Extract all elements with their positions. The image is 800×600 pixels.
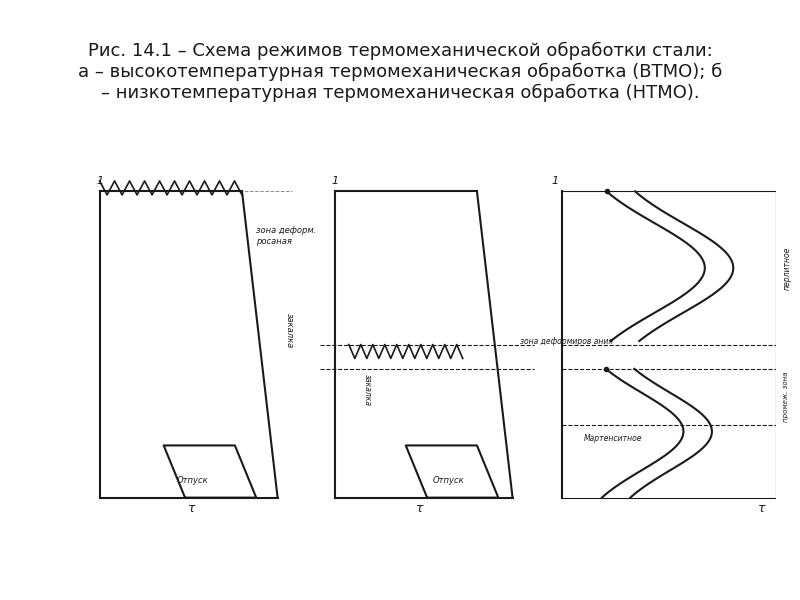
Text: Отпуск: Отпуск xyxy=(176,476,208,485)
Text: τ: τ xyxy=(416,502,424,515)
Text: перлитное: перлитное xyxy=(783,246,792,290)
Text: Мартенситное: Мартенситное xyxy=(584,434,642,443)
Text: 1: 1 xyxy=(96,176,103,187)
Text: зона деформ.
росаная: зона деформ. росаная xyxy=(256,226,317,245)
Text: τ: τ xyxy=(758,502,766,515)
Text: зона деформиров ания: зона деформиров ания xyxy=(520,337,613,346)
Text: Отпуск: Отпуск xyxy=(433,476,464,485)
Text: 1: 1 xyxy=(552,176,559,187)
Text: τ: τ xyxy=(189,502,196,515)
Text: Рис. 14.1 – Схема режимов термомеханической обработки стали:
а – высокотемперату: Рис. 14.1 – Схема режимов термомеханичес… xyxy=(78,42,722,103)
Text: закалка: закалка xyxy=(285,313,294,348)
Text: промеж. зона: промеж. зона xyxy=(783,371,789,422)
Text: 1: 1 xyxy=(331,176,338,187)
Text: закалка: закалка xyxy=(363,374,372,406)
